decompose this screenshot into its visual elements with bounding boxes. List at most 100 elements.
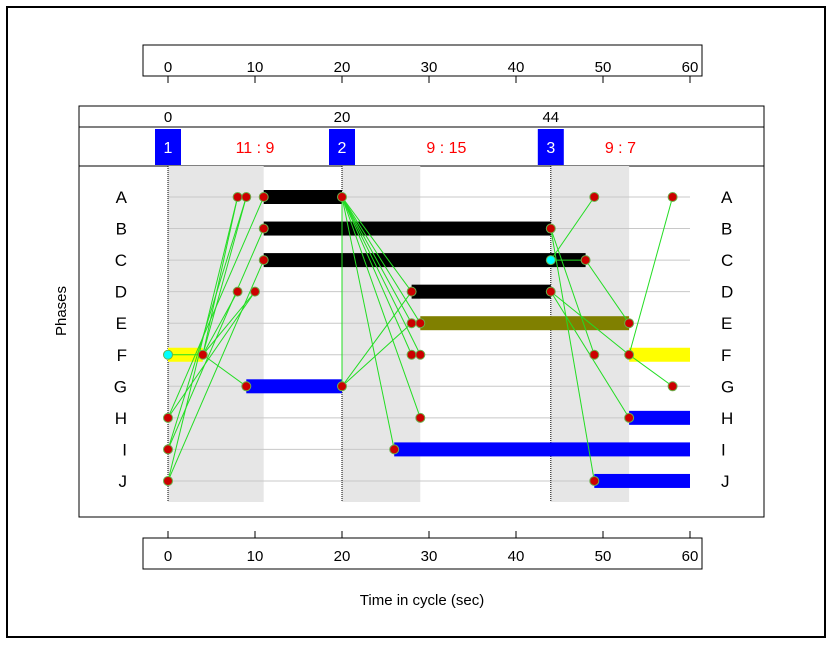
phase-label-left: G xyxy=(114,377,127,396)
stage-ratio-label: 9 : 15 xyxy=(426,140,466,157)
top-tick-label: 20 xyxy=(334,59,351,76)
event-point xyxy=(389,444,400,455)
event-point xyxy=(589,349,600,360)
event-point xyxy=(589,192,600,202)
phase-bar-e xyxy=(420,316,630,331)
top-axis: 0 10 20 30 40 50 60 xyxy=(164,59,698,83)
event-point xyxy=(241,381,252,392)
conflict-link xyxy=(202,196,247,355)
event-point xyxy=(415,349,426,360)
event-point xyxy=(415,412,426,423)
conflict-link xyxy=(585,259,630,324)
stage-number-box xyxy=(329,129,355,165)
bottom-axis-box xyxy=(142,537,703,570)
phase-bar-j xyxy=(594,473,690,488)
phase-label-right: C xyxy=(721,251,733,270)
top-tick-label: 50 xyxy=(595,59,612,76)
conflict-link xyxy=(167,196,239,482)
phase-bar-b xyxy=(263,221,551,236)
conflict-link xyxy=(550,291,630,356)
event-point xyxy=(163,412,173,423)
intergreen-band xyxy=(168,166,264,502)
top-tick-label: 30 xyxy=(421,59,438,76)
event-point xyxy=(406,286,417,297)
phase-label-right: A xyxy=(721,188,733,207)
phase-label-left: I xyxy=(122,440,127,459)
top-tick-label: 40 xyxy=(508,59,525,76)
bottom-tick-label: 30 xyxy=(421,548,438,565)
event-point xyxy=(545,223,556,234)
stage-number-box xyxy=(537,129,564,165)
bottom-tick-label: 10 xyxy=(247,548,264,565)
phase-label-left: H xyxy=(115,409,127,428)
stage-number: 3 xyxy=(546,140,555,157)
conflict-links xyxy=(167,196,674,482)
phase-labels: A AB BC CD DE EF FG GH HI IJ J xyxy=(114,188,734,491)
stage-header: 0 1 11 : 9 20 2 9 : 15 44 3 9 : 7 xyxy=(155,109,636,165)
conflict-link xyxy=(341,196,413,292)
event-point xyxy=(624,318,635,329)
phase-label-right: B xyxy=(721,220,732,239)
conflict-link xyxy=(628,196,674,355)
bottom-tick-label: 0 xyxy=(164,548,172,565)
phase-label-right: D xyxy=(721,283,733,302)
conflict-link xyxy=(341,196,413,324)
bottom-tick-label: 20 xyxy=(334,548,351,565)
phase-label-right: E xyxy=(721,314,732,333)
conflict-link xyxy=(341,196,421,355)
phase-label-left: B xyxy=(116,220,127,239)
stage-number: 2 xyxy=(338,140,347,157)
stage-ratio-label: 9 : 7 xyxy=(605,140,636,157)
conflict-link xyxy=(341,196,413,355)
stage-start-time: 0 xyxy=(164,109,172,126)
conflict-link xyxy=(341,196,421,324)
conflict-link xyxy=(341,322,412,387)
event-point xyxy=(241,192,252,202)
bottom-axis: 0 10 20 30 40 50 60 xyxy=(164,531,698,565)
event-point xyxy=(258,255,269,266)
stage-start-time: 44 xyxy=(542,109,559,126)
conflict-link xyxy=(167,228,265,450)
event-point xyxy=(232,286,243,297)
top-tick-label: 10 xyxy=(247,59,264,76)
phase-label-left: C xyxy=(115,251,127,270)
x-axis-title: Time in cycle (sec) xyxy=(360,592,484,609)
conflict-link xyxy=(341,291,413,387)
event-point xyxy=(337,381,347,392)
stage-ratio-label: 11 : 9 xyxy=(236,140,275,157)
stage-number-box xyxy=(155,129,181,165)
event-point xyxy=(624,349,635,360)
event-point xyxy=(667,381,678,392)
phase-bar-h xyxy=(629,410,690,425)
top-axis-box xyxy=(142,44,703,77)
phase-bar-a xyxy=(263,190,342,204)
conflict-link xyxy=(167,196,265,419)
conflict-link xyxy=(167,259,265,482)
event-point xyxy=(163,475,173,486)
phase-label-left: A xyxy=(116,188,128,207)
event-point xyxy=(337,192,347,202)
event-point xyxy=(415,318,426,329)
conflict-link xyxy=(628,354,673,387)
event-point xyxy=(163,349,173,360)
outer-frame xyxy=(6,6,826,638)
conflict-link xyxy=(550,228,595,482)
event-point xyxy=(258,192,269,202)
phase-bar-i xyxy=(394,442,690,457)
phase-label-left: J xyxy=(119,472,128,491)
event-point xyxy=(406,349,417,360)
stage-start-time: 20 xyxy=(334,109,351,126)
phase-label-right: G xyxy=(721,377,734,396)
phase-label-right: F xyxy=(721,346,731,365)
phase-bar-d xyxy=(411,284,551,299)
phase-label-right: J xyxy=(721,472,730,491)
top-tick-label: 0 xyxy=(164,59,172,76)
conflict-link xyxy=(341,196,421,419)
conflict-link xyxy=(202,196,239,355)
event-point xyxy=(545,255,556,266)
event-point xyxy=(580,255,591,266)
phase-label-left: F xyxy=(117,346,127,365)
phase-bar-c xyxy=(263,253,586,268)
